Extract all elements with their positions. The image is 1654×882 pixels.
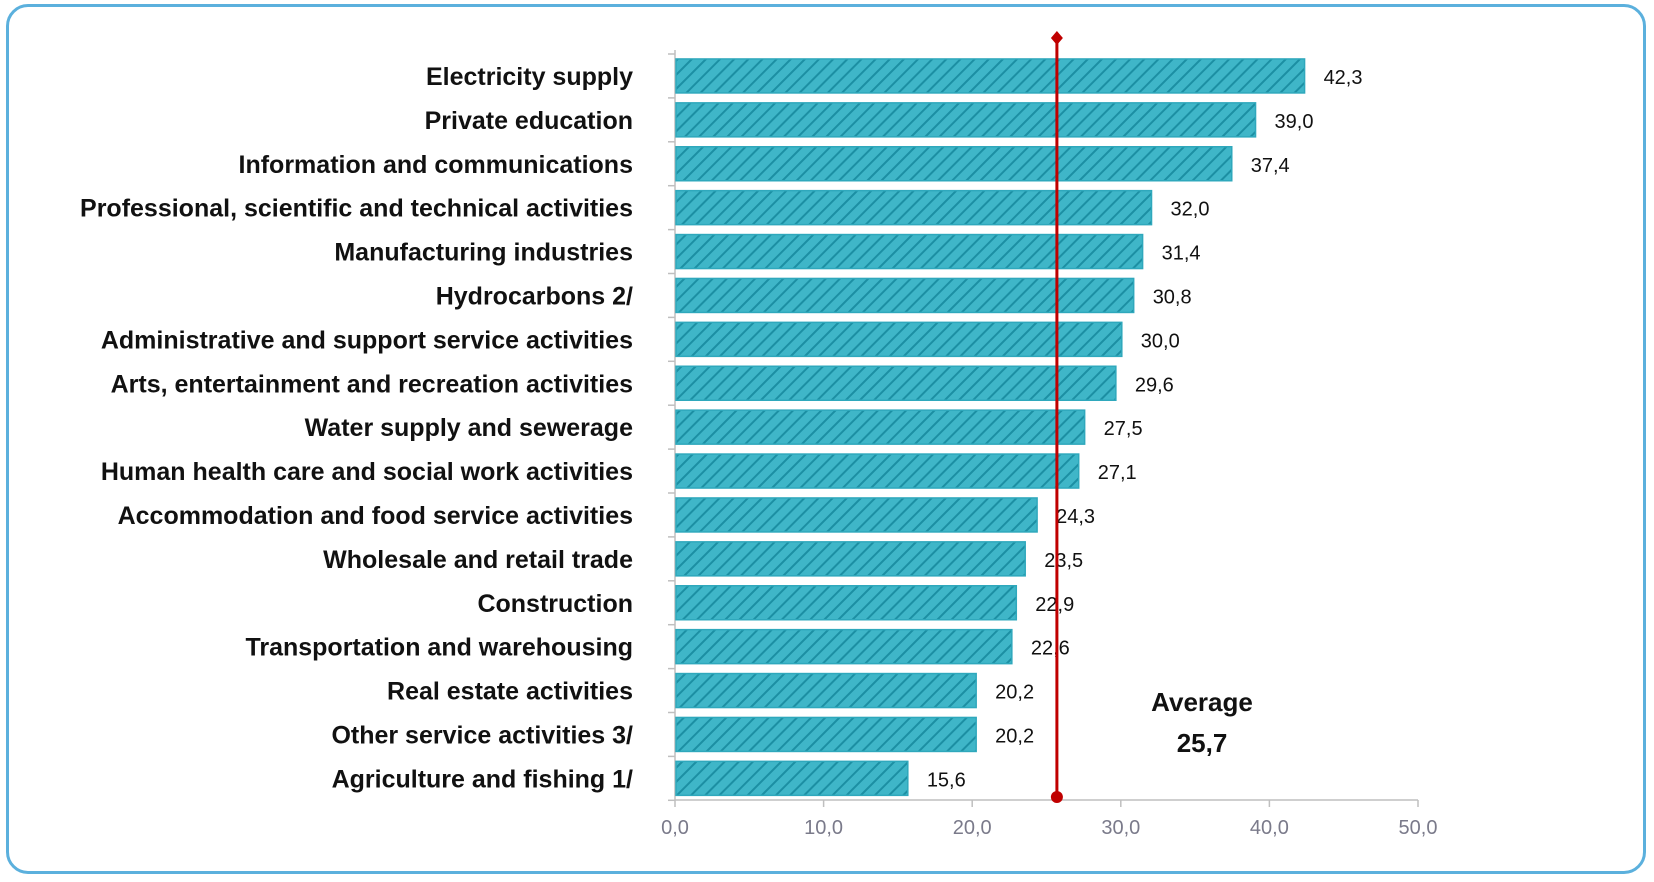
bar: [675, 102, 1257, 138]
data-label: 22,9: [1035, 594, 1074, 616]
category-label: Water supply and sewerage: [305, 414, 633, 442]
category-label: Arts, entertainment and recreation activ…: [111, 370, 633, 398]
category-label: Agriculture and fishing 1/: [332, 765, 633, 793]
x-tick-label: 40,0: [1250, 817, 1289, 839]
x-tick-label: 30,0: [1101, 817, 1140, 839]
data-label: 30,0: [1141, 330, 1180, 352]
average-line-bottom-marker: [1050, 791, 1063, 803]
category-label: Professional, scientific and technical a…: [80, 195, 633, 223]
bar: [675, 585, 1018, 621]
bar: [675, 365, 1117, 401]
average-line-top-marker: [1050, 31, 1063, 45]
average-label: Average: [1151, 687, 1253, 717]
bar: [675, 409, 1086, 445]
data-label: 39,0: [1275, 111, 1314, 133]
data-label: 31,4: [1162, 243, 1201, 265]
category-label: Wholesale and retail trade: [323, 546, 633, 574]
category-label: Private education: [425, 107, 633, 135]
category-label: Administrative and support service activ…: [101, 326, 633, 354]
data-label: 27,1: [1098, 462, 1137, 484]
bar: [675, 277, 1135, 314]
x-tick-label: 50,0: [1399, 817, 1438, 839]
data-label: 42,3: [1324, 67, 1363, 89]
value-labels-group: 42,3 39,0 37,4 32,0 31,4 30,8 30,0 29,6 27,5 27,1…: [927, 67, 1363, 791]
bar: [675, 146, 1233, 182]
category-label: Other service activities 3/: [331, 721, 633, 749]
data-label: 37,4: [1251, 155, 1290, 177]
average-value-label: 25,7: [1177, 728, 1228, 758]
bar: [675, 716, 977, 753]
x-tick-label: 10,0: [804, 817, 843, 839]
category-label: Transportation and warehousing: [245, 634, 633, 662]
category-label: Accommodation and food service activitie…: [118, 502, 633, 530]
data-label: 20,2: [995, 682, 1034, 704]
bar: [675, 497, 1038, 533]
category-label: Electricity supply: [426, 63, 633, 91]
data-label: 15,6: [927, 769, 966, 791]
bar: [675, 760, 909, 797]
data-label: 20,2: [995, 725, 1034, 747]
bar: [675, 453, 1080, 489]
category-label: Real estate activities: [387, 678, 633, 706]
category-label: Manufacturing industries: [334, 239, 633, 267]
category-labels-group: Electricity supply Private education Infor…: [80, 63, 633, 793]
data-label: 22,6: [1031, 638, 1070, 660]
bars-group: [675, 58, 1306, 797]
bar: [675, 58, 1306, 94]
data-label: 23,5: [1044, 550, 1083, 572]
data-label: 27,5: [1104, 418, 1143, 440]
bar: [675, 672, 977, 709]
data-label: 32,0: [1171, 199, 1210, 221]
bar: [675, 233, 1144, 270]
bar: [675, 321, 1123, 358]
data-label: 24,3: [1056, 506, 1095, 528]
category-label: Construction: [477, 590, 633, 618]
x-tick-label: 0,0: [661, 817, 689, 839]
x-tick-label: 20,0: [953, 817, 992, 839]
data-label: 29,6: [1135, 374, 1174, 396]
data-label: 30,8: [1153, 286, 1192, 308]
average-line-group: [1050, 31, 1063, 803]
bar: [675, 189, 1153, 226]
category-label: Human health care and social work activi…: [101, 458, 633, 486]
axes-group: 0,0 10,0 20,0 30,0 40,0 50,0: [661, 50, 1437, 839]
category-label: Hydrocarbons 2/: [436, 282, 633, 310]
bar: [675, 628, 1013, 665]
category-label: Information and communications: [239, 151, 633, 179]
bar: [675, 541, 1026, 577]
